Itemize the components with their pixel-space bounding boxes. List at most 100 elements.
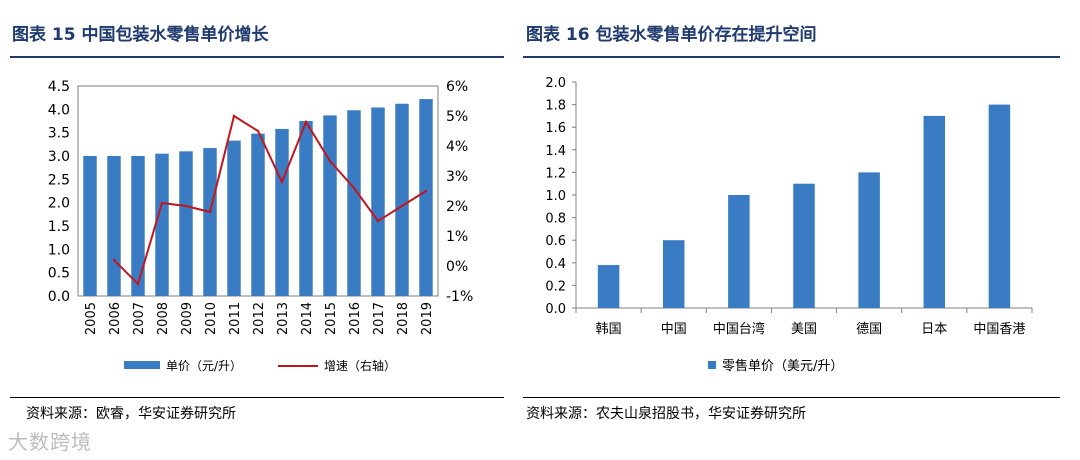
right-y-tick-label: 0% — [446, 259, 468, 275]
growth-point — [352, 186, 356, 190]
x-tick-label: 德国 — [856, 322, 882, 337]
price-bar — [728, 195, 750, 308]
price-bar — [419, 99, 433, 296]
left-y-tick-label: 4.0 — [48, 102, 70, 118]
x-tick-label: 2019 — [420, 302, 435, 335]
y-tick-label: 1.6 — [545, 121, 566, 136]
x-tick-label: 2008 — [156, 302, 171, 335]
y-tick-label: 1.4 — [545, 144, 566, 159]
x-tick-label: 日本 — [921, 322, 947, 337]
price-bar — [347, 110, 361, 296]
x-tick-label: 2017 — [372, 302, 387, 335]
left-y-tick-label: 1.5 — [48, 219, 70, 235]
price-bar — [923, 115, 946, 309]
legend-bar-label: 单价（元/升） — [166, 359, 242, 373]
growth-point — [424, 189, 428, 193]
left-y-tick-label: 3.0 — [48, 149, 70, 165]
left-y-tick-label: 0.5 — [48, 266, 70, 282]
growth-point — [256, 129, 260, 133]
growth-point — [112, 258, 116, 262]
right-source-rule — [523, 397, 1060, 398]
x-tick-label: 2013 — [276, 302, 291, 335]
left-source-note: 资料来源：欧睿，华安证券研究所 — [26, 406, 236, 422]
y-tick-label: 0.0 — [545, 302, 566, 317]
growth-point — [400, 204, 404, 208]
price-bar — [323, 115, 337, 297]
growth-point — [328, 159, 332, 163]
growth-point — [232, 114, 236, 118]
x-tick-label: 韩国 — [596, 322, 622, 337]
y-tick-label: 1.0 — [545, 189, 566, 204]
right-y-tick-label: 1% — [446, 229, 468, 245]
right-y-tick-label: 6% — [446, 79, 468, 95]
x-tick-label: 2011 — [228, 302, 243, 335]
left-y-tick-label: 1.0 — [48, 242, 70, 258]
price-bar — [107, 156, 121, 296]
right-chart: 0.0 0.2 0.4 0.6 0.8 1.0 1.2 1.4 1.6 1.8 2.0 韩国 中国 中国台… — [545, 76, 1033, 374]
price-bar — [227, 140, 241, 296]
left-title-rule — [10, 56, 504, 58]
x-tick-label: 2009 — [180, 302, 195, 335]
right-y-tick-label: 5% — [446, 109, 468, 125]
x-tick-label: 2014 — [300, 302, 315, 335]
left-y-tick-label: 4.5 — [48, 79, 70, 95]
growth-point — [184, 204, 188, 208]
y-tick-label: 1.2 — [545, 166, 566, 181]
x-tick-label: 中国 — [661, 322, 687, 337]
price-bar — [131, 156, 145, 296]
x-tick-label: 美国 — [791, 322, 817, 337]
x-tick-label: 2010 — [204, 302, 219, 335]
left-chart: 0.0 0.5 1.0 1.5 2.0 2.5 3.0 3.5 4.0 4.5 -1% 0% 1% 2% 3… — [48, 79, 474, 373]
legend-swatch — [708, 361, 716, 369]
left-y-tick-label: 2.0 — [48, 196, 70, 212]
price-bar — [155, 153, 169, 296]
x-tick-label: 2005 — [84, 302, 99, 335]
growth-point — [160, 201, 164, 205]
right-source-note: 资料来源：农夫山泉招股书，华安证券研究所 — [526, 406, 806, 422]
legend-label: 零售单价（美元/升） — [722, 358, 843, 374]
x-tick-label: 2007 — [132, 302, 147, 335]
right-title-rule — [523, 56, 1060, 58]
y-tick-label: 0.6 — [545, 234, 566, 249]
price-bar — [299, 121, 313, 296]
watermark: 大数跨境 — [8, 430, 92, 454]
y-tick-label: 0.4 — [545, 257, 566, 272]
x-tick-label: 2006 — [108, 302, 123, 335]
price-bar — [251, 133, 265, 296]
right-y-tick-label: 3% — [446, 169, 468, 185]
right-y-tick-label: 2% — [446, 199, 468, 215]
growth-line — [113, 114, 427, 286]
right-y-tick-label: 4% — [446, 139, 468, 155]
left-chart-title: 图表 15 中国包装水零售单价增长 — [12, 25, 269, 45]
y-tick-label: 0.8 — [545, 212, 566, 227]
price-bar — [83, 156, 97, 296]
price-bar — [275, 128, 289, 296]
price-bar — [395, 103, 409, 296]
y-tick-label: 2.0 — [545, 76, 566, 91]
right-chart-title: 图表 16 包装水零售单价存在提升空间 — [526, 25, 817, 45]
price-bar — [793, 183, 815, 308]
legend-line-label: 增速（右轴） — [324, 358, 396, 373]
price-bar — [988, 104, 1011, 308]
x-tick-label: 中国台湾 — [713, 321, 765, 337]
price-bar — [858, 172, 880, 308]
growth-point — [376, 219, 380, 223]
left-y-tick-label: 3.5 — [48, 126, 70, 142]
left-y-tick-label: 2.5 — [48, 172, 70, 188]
x-tick-label: 2012 — [252, 302, 267, 335]
price-bar — [597, 265, 620, 308]
x-tick-label: 2018 — [396, 302, 411, 335]
y-tick-label: 1.8 — [545, 99, 566, 114]
growth-point — [136, 282, 140, 286]
left-y-tick-label: 0.0 — [48, 289, 70, 305]
y-tick-label: 0.2 — [545, 279, 566, 294]
left-source-rule — [10, 397, 504, 398]
x-tick-label: 2016 — [348, 302, 363, 335]
price-bar — [662, 240, 685, 308]
growth-point — [304, 120, 308, 124]
price-bar — [371, 107, 385, 296]
right-y-tick-label: -1% — [446, 289, 473, 305]
legend-bar-swatch — [124, 361, 160, 369]
growth-point — [280, 180, 284, 184]
x-tick-label: 中国香港 — [973, 322, 1025, 337]
